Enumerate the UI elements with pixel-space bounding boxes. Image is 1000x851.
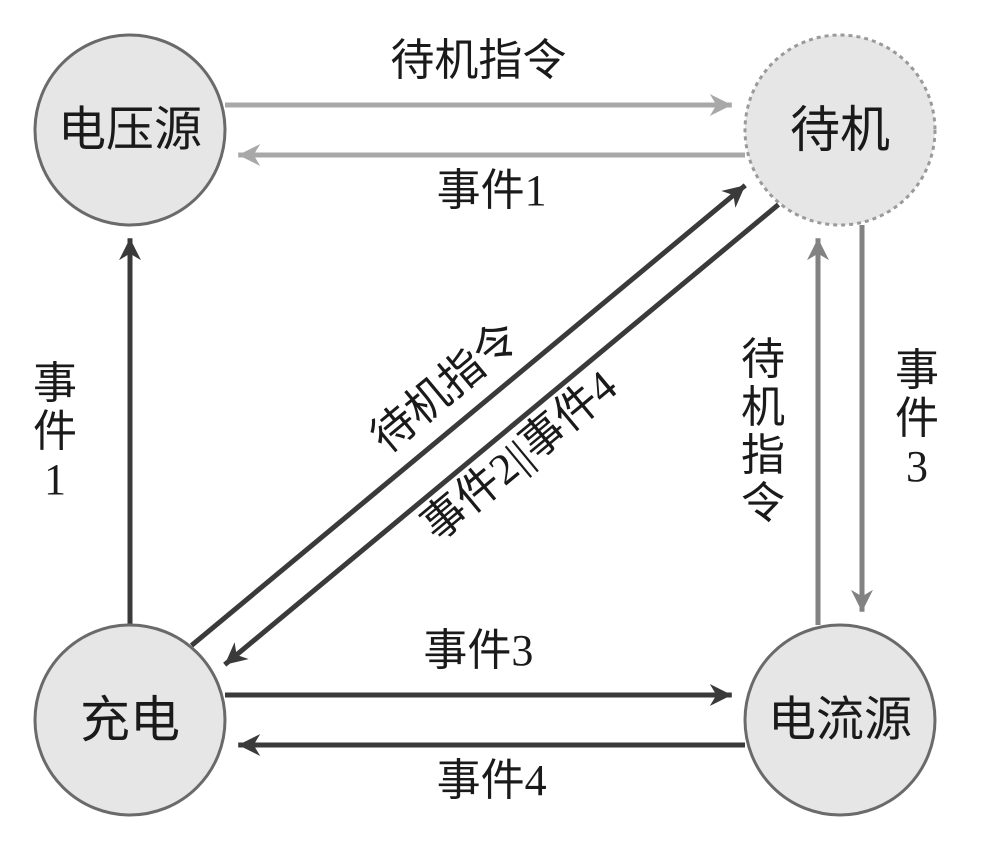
node-label: 电流源 bbox=[768, 694, 912, 747]
edge-label-char: 件 bbox=[895, 394, 939, 443]
edge-label-char: 3 bbox=[906, 442, 928, 491]
edge-label-char: 令 bbox=[741, 479, 785, 528]
edge-label: 事件4 bbox=[437, 756, 547, 805]
node-label: 电压源 bbox=[58, 104, 202, 157]
edge-label-char: 事 bbox=[895, 346, 939, 395]
edge-e_standby_to_charging bbox=[225, 205, 779, 665]
edge-label-char: 事 bbox=[33, 359, 77, 408]
node-label: 充电 bbox=[80, 692, 180, 748]
edge-label-char: 指 bbox=[741, 431, 785, 480]
edge-label-char: 1 bbox=[44, 455, 66, 504]
edge-label: 待机指令 bbox=[390, 36, 566, 85]
edge-label-char: 机 bbox=[741, 383, 785, 432]
edge-label: 事件3 bbox=[423, 626, 533, 675]
edge-label: 事件1 bbox=[437, 166, 547, 215]
state-diagram: 事件1待机指令事件1事件2||事件4待机指令待机指令事件3事件3事件4电压源待机… bbox=[0, 0, 1000, 851]
edge-label-char: 待 bbox=[741, 335, 785, 384]
edge-e_charging_to_standby bbox=[192, 185, 746, 645]
node-label: 待机 bbox=[790, 102, 890, 158]
edge-label-char: 件 bbox=[33, 407, 77, 456]
